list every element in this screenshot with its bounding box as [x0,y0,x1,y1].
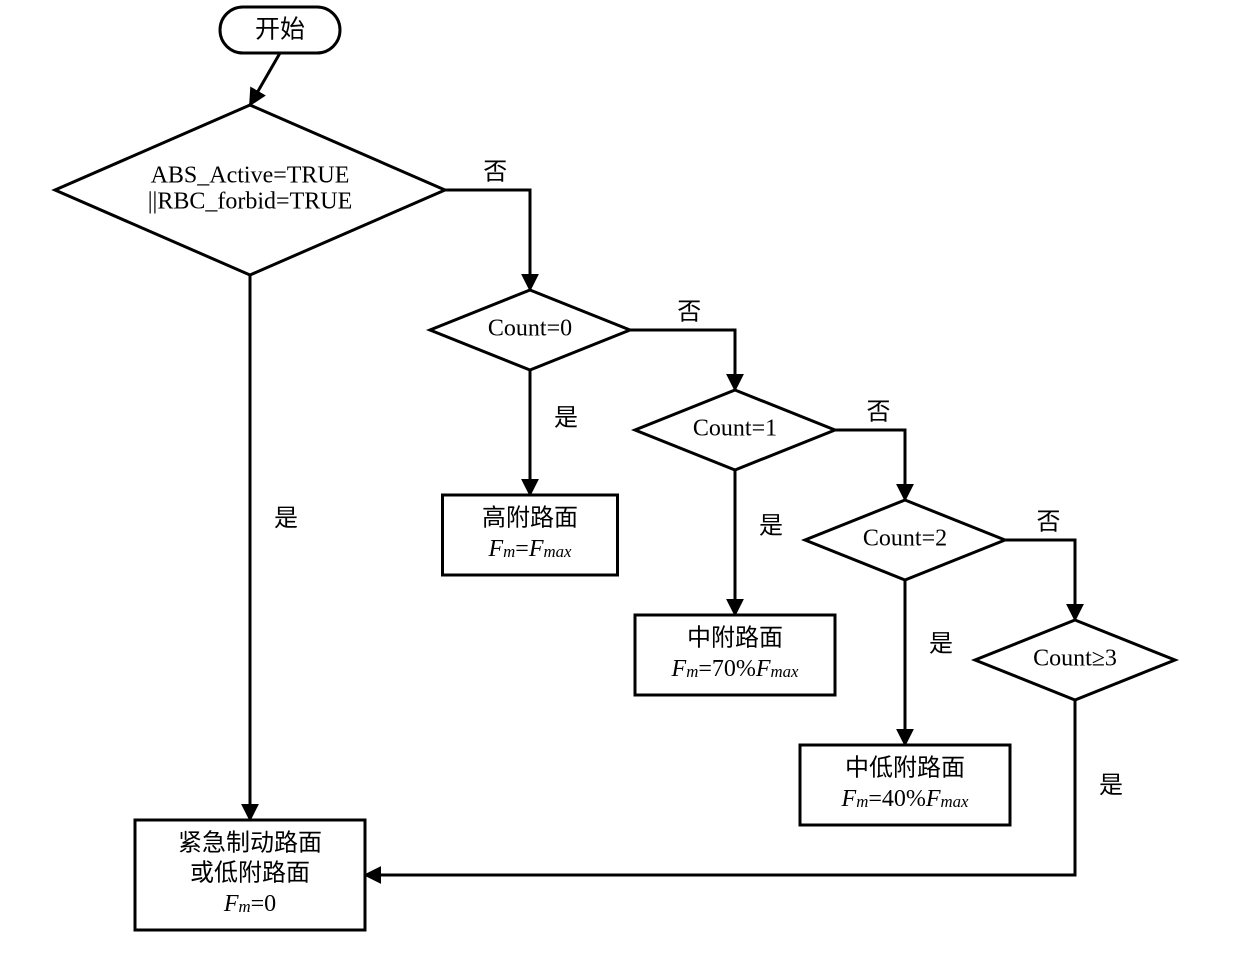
svg-text:Count≥3: Count≥3 [1033,646,1117,672]
svg-text:否: 否 [677,300,701,326]
svg-text:中附路面: 中附路面 [687,625,783,652]
svg-text:Fm=Fmax: Fm=Fmax [488,536,573,562]
svg-text:Fm=40%Fmax: Fm=40%Fmax [841,786,970,812]
svg-text:或低附路面: 或低附路面 [190,860,310,887]
svg-text:是: 是 [274,506,298,532]
node-p_mid: 中附路面 Fm=70%Fmax [635,615,835,695]
svg-text:Fm=0: Fm=0 [223,891,276,917]
svg-text:紧急制动路面: 紧急制动路面 [178,830,322,857]
flowchart-svg: 是否是否是否是否是开始ABS_Active=TRUE||RBC_forbid=T… [0,0,1240,957]
svg-text:否: 否 [483,160,507,186]
node-p_low: 紧急制动路面或低附路面 Fm=0 [135,820,365,930]
svg-text:Count=0: Count=0 [488,316,572,342]
svg-text:Count=1: Count=1 [693,416,777,442]
svg-text:开始: 开始 [255,16,305,44]
svg-text:高附路面: 高附路面 [482,505,578,532]
node-d_abs: ABS_Active=TRUE||RBC_forbid=TRUE [55,105,445,275]
node-d_c3: Count≥3 [975,620,1175,700]
svg-text:是: 是 [759,514,783,540]
svg-text:||RBC_forbid=TRUE: ||RBC_forbid=TRUE [148,189,352,215]
svg-text:Fm=70%Fmax: Fm=70%Fmax [671,656,800,682]
svg-text:否: 否 [1037,510,1061,536]
svg-text:是: 是 [554,406,578,432]
svg-text:否: 否 [867,400,891,426]
node-d_c1: Count=1 [635,390,835,470]
node-start: 开始 [220,7,340,53]
svg-text:ABS_Active=TRUE: ABS_Active=TRUE [151,163,350,189]
node-p_high: 高附路面 Fm=Fmax [443,495,618,575]
node-p_midlow: 中低附路面 Fm=40%Fmax [800,745,1010,825]
node-d_c2: Count=2 [805,500,1005,580]
svg-text:是: 是 [929,632,953,658]
node-d_c0: Count=0 [430,290,630,370]
svg-text:中低附路面: 中低附路面 [845,755,965,782]
svg-text:Count=2: Count=2 [863,526,947,552]
svg-text:是: 是 [1099,773,1123,799]
